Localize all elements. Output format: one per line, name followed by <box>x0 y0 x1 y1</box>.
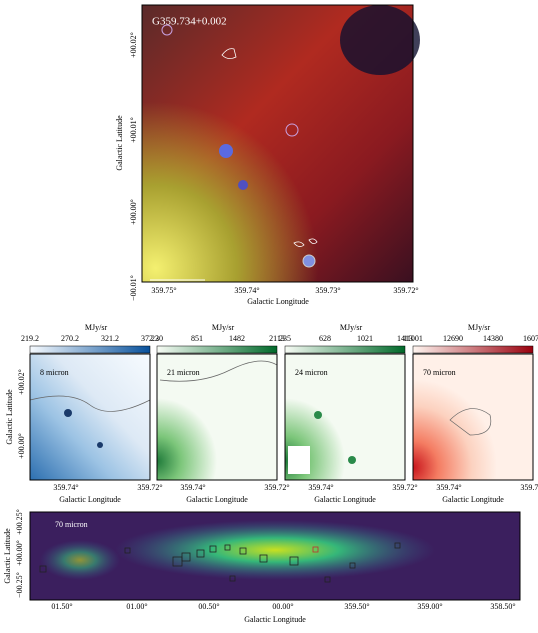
colorbar-tick-label: 14380 <box>483 334 503 343</box>
x-axis-label: Galactic Longitude <box>186 495 248 504</box>
y-tick-label: +00.01° <box>129 117 138 143</box>
panel-image <box>30 354 150 480</box>
x-tick-label: 359.50° <box>344 602 369 611</box>
y-axis-label: Galactic Latitude <box>3 528 12 584</box>
marker <box>285 123 299 137</box>
colorbar-unit: MJy/sr <box>212 323 235 332</box>
x-tick-label: 359.74° <box>308 483 333 492</box>
source <box>302 254 316 268</box>
x-tick-label: 359.74° <box>53 483 78 492</box>
contour <box>221 48 318 247</box>
colorbar-tick-label: 219.2 <box>21 334 39 343</box>
colorbar-tick-label: 220 <box>151 334 163 343</box>
source-label: G359.734+0.002 <box>152 16 227 28</box>
source <box>97 442 103 448</box>
colorbar-unit: MJy/sr <box>468 323 491 332</box>
x-axis-label: Galactic Longitude <box>244 615 306 624</box>
x-tick-label: 01.50° <box>51 602 72 611</box>
y-tick-label: −00.01° <box>129 275 138 301</box>
source <box>314 411 322 419</box>
colorbar-tick-label: 270.2 <box>61 334 79 343</box>
colorbar-unit: MJy/sr <box>85 323 108 332</box>
colorbar <box>29 345 151 354</box>
scale-bar-label: 1 pc <box>170 283 184 292</box>
marker <box>161 24 173 36</box>
colorbar-tick-label: 16070 <box>523 334 538 343</box>
x-tick-label: 359.73° <box>315 286 340 295</box>
panel-image <box>157 354 277 480</box>
masked-region <box>288 446 310 474</box>
x-tick-label: 359.72° <box>392 483 417 492</box>
y-tick-label: −00.25° <box>15 572 24 598</box>
y-tick-label: +00.00° <box>129 199 138 225</box>
frames <box>29 353 534 481</box>
colorbar-tick-label: 235 <box>279 334 291 343</box>
strip-label: 70 micron <box>55 520 88 529</box>
x-tick-label: 00.00° <box>272 602 293 611</box>
x-axis-label: Galactic Longitude <box>442 495 504 504</box>
y-tick-label: +00.02° <box>17 369 26 395</box>
region-boxes <box>39 542 401 583</box>
colorbar-unit: MJy/sr <box>340 323 363 332</box>
x-tick-label: 00.50° <box>198 602 219 611</box>
source <box>219 144 233 158</box>
source <box>348 456 356 464</box>
colorbar-tick-label: 851 <box>191 334 203 343</box>
x-axis-label: Galactic Longitude <box>314 495 376 504</box>
x-tick-label: 359.72° <box>264 483 289 492</box>
y-axis-label: Galactic Latitude <box>5 389 14 445</box>
source <box>64 409 72 417</box>
colorbar-tick-label: 1021 <box>357 334 373 343</box>
colorbar-tick-label: 2113 <box>269 334 285 343</box>
frame <box>29 511 521 601</box>
dark-region <box>340 5 420 75</box>
x-tick-label: 359.72° <box>137 483 162 492</box>
y-tick-label: +00.02° <box>129 32 138 58</box>
colorbar-tick-label: 12690 <box>443 334 463 343</box>
x-tick-label: 359.72° <box>520 483 538 492</box>
source <box>238 180 248 190</box>
colorbar-tick-label: 628 <box>319 334 331 343</box>
colorbar-tick-label: 372.3 <box>141 334 159 343</box>
y-tick-label: +00.25° <box>15 509 24 535</box>
y-tick-label: +00.00° <box>15 540 24 566</box>
colorbar-tick-label: 321.2 <box>101 334 119 343</box>
colorbar-tick-label: 1413 <box>397 334 413 343</box>
x-tick-label: 359.74° <box>436 483 461 492</box>
x-tick-label: 359.72° <box>393 286 418 295</box>
x-tick-label: 359.74° <box>180 483 205 492</box>
panel-label: 21 micron <box>167 368 200 377</box>
x-tick-label: 359.75° <box>151 286 176 295</box>
x-tick-label: 359.00° <box>417 602 442 611</box>
panel-label: 70 micron <box>423 368 456 377</box>
strip-emission <box>115 520 435 580</box>
colorbar-tick-label: 1482 <box>229 334 245 343</box>
y-tick-label: +00.00° <box>17 433 26 459</box>
colorbar-tick-label: 11001 <box>403 334 423 343</box>
contour <box>29 360 492 436</box>
panel-label: 8 micron <box>40 368 69 377</box>
colorbar <box>284 345 406 354</box>
colorbar <box>412 345 534 354</box>
y-axis-label: Galactic Latitude <box>115 115 124 171</box>
x-tick-label: 358.50° <box>490 602 515 611</box>
strip-emission <box>40 540 120 580</box>
x-axis-label: Galactic Longitude <box>247 297 309 306</box>
panel-label: 24 micron <box>295 368 328 377</box>
panel-image <box>413 354 533 480</box>
frame <box>141 4 414 283</box>
colorbar <box>156 345 278 354</box>
x-tick-label: 01.00° <box>126 602 147 611</box>
x-tick-label: 359.74° <box>234 286 259 295</box>
x-axis-label: Galactic Longitude <box>59 495 121 504</box>
